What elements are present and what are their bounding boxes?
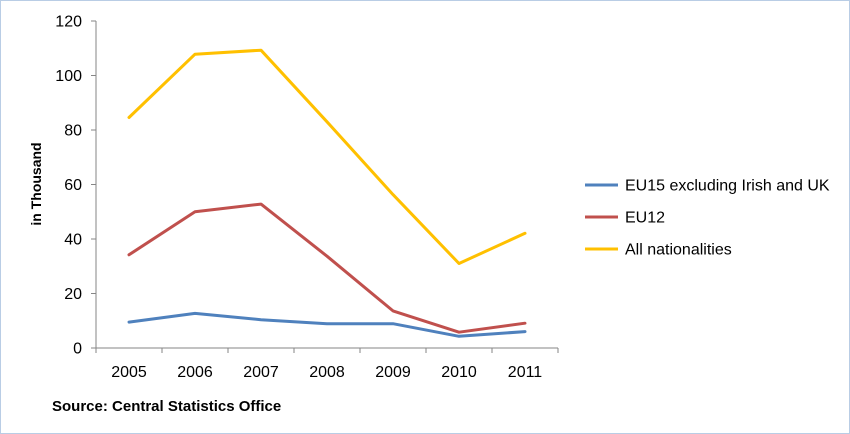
- x-tick-label: 2008: [309, 364, 345, 381]
- y-tick-label: 60: [64, 177, 82, 194]
- y-tick-label: 120: [55, 14, 82, 31]
- legend: EU15 excluding Irish and UK EU12 All natio…: [585, 178, 830, 259]
- x-tick-label: 2005: [111, 364, 147, 381]
- x-tick-label: 2009: [375, 364, 411, 381]
- y-tick-label: 0: [73, 341, 82, 358]
- y-tick-label: 100: [55, 68, 82, 85]
- series-line-1: [127, 311, 527, 338]
- axes: 0 20 40 60 80 100 120 2005 2006 2007 2008 2009 2010 2…: [55, 14, 559, 381]
- x-tick-label: 2011: [508, 364, 543, 381]
- x-tick-label: 2010: [441, 364, 477, 381]
- x-tick-label: 2007: [243, 364, 279, 381]
- legend-label: EU15 excluding Irish and UK: [625, 178, 830, 195]
- y-tick-label: 20: [64, 286, 82, 303]
- legend-label: EU12: [625, 210, 665, 227]
- y-axis-label: in Thousand: [28, 142, 44, 225]
- series-lines: [127, 48, 527, 338]
- legend-label: All nationalities: [625, 242, 732, 259]
- y-tick-label: 40: [64, 232, 82, 249]
- source-note: Source: Central Statistics Office: [52, 398, 282, 415]
- x-tick-label: 2006: [177, 364, 213, 381]
- y-tick-label: 80: [64, 123, 82, 140]
- series-line-3: [127, 48, 527, 265]
